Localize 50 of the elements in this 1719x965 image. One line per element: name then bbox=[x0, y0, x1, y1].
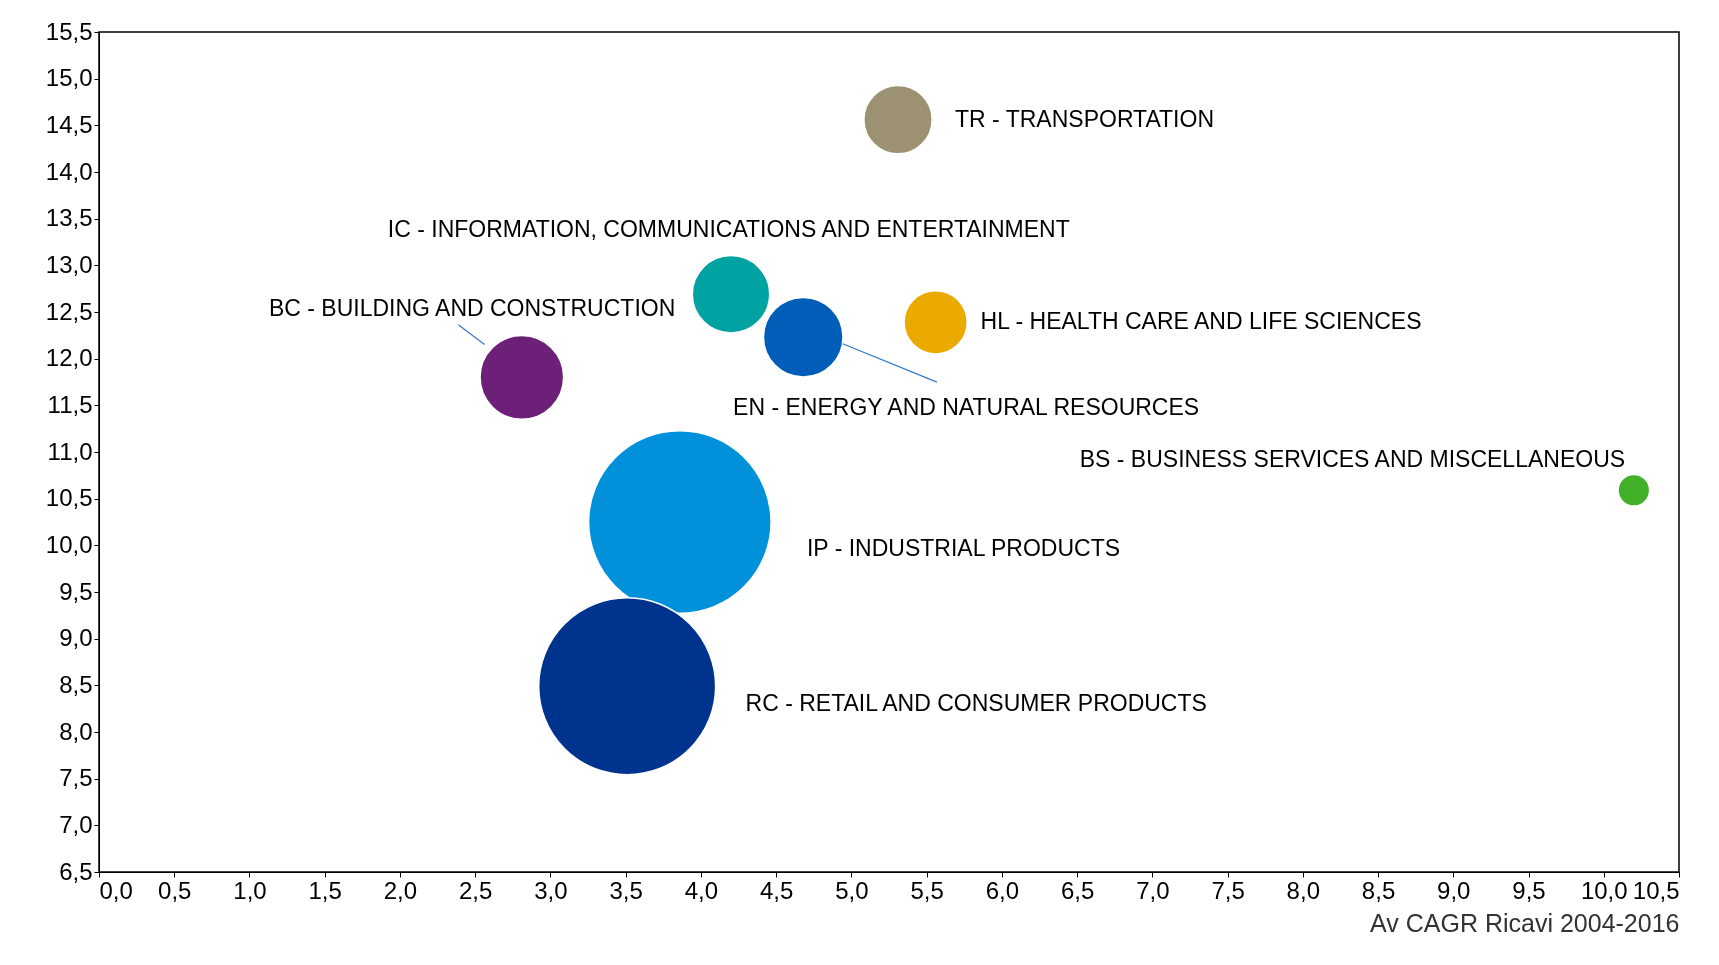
series-label: RC - RETAIL AND CONSUMER PRODUCTS bbox=[745, 689, 1207, 716]
y-tick-label: 7,5 bbox=[59, 764, 93, 792]
x-tick-label: 5,0 bbox=[835, 876, 869, 904]
y-tick-label: 15,0 bbox=[45, 64, 93, 92]
y-tick-label: 13,5 bbox=[45, 204, 93, 232]
x-tick-label: 2,0 bbox=[383, 876, 418, 904]
x-tick-label: 6,0 bbox=[985, 876, 1020, 904]
y-tick-label: 6,5 bbox=[59, 857, 93, 885]
x-tick-label: 4,5 bbox=[759, 876, 794, 904]
y-tick-label: 7,0 bbox=[59, 810, 93, 838]
series-label: IP - INDUSTRIAL PRODUCTS bbox=[806, 535, 1121, 562]
x-tick-label: 0,5 bbox=[158, 876, 192, 904]
y-tick-label: 13,0 bbox=[45, 250, 93, 278]
y-tick-label: 8,5 bbox=[59, 670, 93, 698]
x-tick-label: 3,5 bbox=[609, 876, 643, 904]
x-tick-label: 7,0 bbox=[1136, 876, 1170, 904]
y-tick-label: 14,0 bbox=[45, 157, 93, 185]
x-tick-label: 9,0 bbox=[1437, 876, 1471, 904]
y-tick-label: 11,5 bbox=[47, 390, 93, 418]
y-tick-label: 8,0 bbox=[59, 717, 93, 745]
y-tick-label: 9,0 bbox=[59, 624, 93, 652]
x-tick-label: 10,0 bbox=[1580, 876, 1628, 904]
x-tick-label: 3,0 bbox=[534, 876, 568, 904]
y-tick-label: 11,0 bbox=[47, 437, 93, 465]
x-tick-label: 1,5 bbox=[308, 876, 342, 904]
x-tick-label: 2,5 bbox=[459, 876, 493, 904]
x-tick-label: 4,0 bbox=[684, 876, 719, 904]
x-tick-label: 0,0 bbox=[99, 876, 133, 904]
x-axis-title: Av CAGR Ricavi 2004-2016 bbox=[1370, 908, 1680, 937]
series-label: TR - TRANSPORTATION bbox=[955, 105, 1214, 132]
x-tick-label: 6,5 bbox=[1060, 876, 1095, 904]
x-tick-label: 9,5 bbox=[1512, 876, 1546, 904]
x-tick-label: 1,0 bbox=[233, 876, 267, 904]
x-tick-label: 8,0 bbox=[1286, 876, 1320, 904]
x-tick-label: 5,5 bbox=[910, 876, 944, 904]
series-label: BC - BUILDING AND CONSTRUCTION bbox=[268, 295, 676, 322]
y-tick-label: 10,5 bbox=[45, 484, 93, 512]
y-tick-label: 12,5 bbox=[45, 297, 93, 325]
x-tick-label: 7,5 bbox=[1211, 876, 1245, 904]
series-label: IC - INFORMATION, COMMUNICATIONS AND ENTERTAINMENT bbox=[387, 215, 1070, 242]
series-label: HL - HEALTH CARE AND LIFE SCIENCES bbox=[980, 308, 1422, 335]
text: EN - ENERGY AND NATURAL RESOURCES bbox=[733, 394, 1200, 421]
y-tick-label: 10,0 bbox=[45, 530, 93, 558]
y-tick-label: 9,5 bbox=[59, 577, 93, 605]
y-tick-label: 14,5 bbox=[45, 110, 93, 138]
y-tick-label: 12,0 bbox=[45, 344, 93, 372]
series-label: BS - BUSINESS SERVICES AND MISCELLANEOUS bbox=[1079, 445, 1626, 472]
y-tick-label: 15,5 bbox=[45, 17, 93, 45]
x-tick-label: 10,5 bbox=[1632, 876, 1680, 904]
x-tick-label: 8,5 bbox=[1361, 876, 1396, 904]
